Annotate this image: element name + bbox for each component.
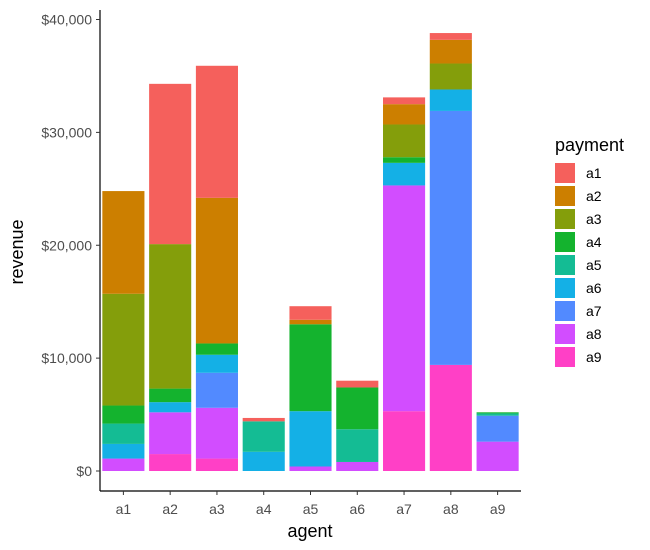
y-ticks: $0 $10,000 $20,000 $30,000 $40,000 [41, 12, 100, 479]
bar-a1-a8 [102, 458, 145, 471]
legend: payment a1 a2 a3 a4 a5 a6 a7 a8 a9 [555, 135, 624, 367]
bar-a1-a3 [102, 293, 145, 406]
bar-a3-a6 [195, 354, 238, 373]
bar-a7-a4 [383, 157, 426, 163]
x-tick-label: a2 [162, 501, 178, 517]
y-axis-title: revenue [7, 219, 27, 284]
legend-key-a7 [555, 301, 575, 321]
x-tick-label: a5 [303, 501, 319, 517]
legend-label-a2: a2 [586, 188, 602, 204]
bar-a3-a2 [195, 197, 238, 344]
bar-a5-a6 [289, 411, 332, 467]
bar-a9-a4 [476, 412, 519, 414]
bar-a8-a7 [429, 110, 472, 365]
bar-a4-a1 [242, 417, 285, 422]
bar-a1-a4 [102, 405, 145, 424]
y-tick-label: $20,000 [41, 237, 92, 253]
bar-a9-a8 [476, 441, 519, 471]
legend-label-a5: a5 [586, 257, 602, 273]
bar-a2-a9 [149, 454, 192, 471]
bar-a4-a6 [242, 451, 285, 471]
bar-a1-a6 [102, 443, 145, 459]
legend-label-a4: a4 [586, 234, 602, 250]
bar-a3-a4 [195, 343, 238, 355]
y-tick-label: $30,000 [41, 124, 92, 140]
bar-a8-a9 [429, 364, 472, 471]
bar-a7-a9 [383, 411, 426, 471]
bar-a2-a4 [149, 388, 192, 403]
bar-a7-a1 [383, 97, 426, 105]
x-tick-label: a3 [209, 501, 225, 517]
bar-a2-a3 [149, 244, 192, 389]
legend-key-a1 [555, 163, 575, 183]
bar-a1-a2 [102, 191, 145, 294]
legend-label-a3: a3 [586, 211, 602, 227]
legend-key-a8 [555, 324, 575, 344]
legend-title: payment [555, 135, 624, 155]
bar-a3-a7 [195, 372, 238, 408]
legend-key-a5 [555, 255, 575, 275]
y-tick-label: $0 [76, 463, 92, 479]
bar-a7-a6 [383, 162, 426, 186]
legend-key-a4 [555, 232, 575, 252]
bar-a3-a1 [195, 65, 238, 198]
legend-key-a2 [555, 186, 575, 206]
legend-label-a8: a8 [586, 326, 602, 342]
bar-a5-a1 [289, 306, 332, 320]
bar-a9-a7 [476, 415, 519, 442]
bar-a8-a1 [429, 33, 472, 40]
bar-a3-a8 [195, 407, 238, 459]
x-tick-label: a8 [443, 501, 459, 517]
bar-a2-a1 [149, 83, 192, 245]
x-tick-label: a4 [256, 501, 272, 517]
bar-a6-a8 [336, 461, 379, 471]
bar-a8-a3 [429, 63, 472, 90]
bar-a9-a5 [476, 413, 519, 416]
bar-a1-a5 [102, 423, 145, 444]
legend-label-a9: a9 [586, 349, 602, 365]
bar-a2-a8 [149, 412, 192, 455]
bar-a5-a8 [289, 466, 332, 471]
bar-a6-a1 [336, 380, 379, 388]
bars-layer [102, 33, 519, 471]
y-tick-label: $40,000 [41, 12, 92, 28]
legend-label-a6: a6 [586, 280, 602, 296]
legend-key-a9 [555, 347, 575, 367]
bar-a6-a5 [336, 429, 379, 462]
bar-a2-a6 [149, 402, 192, 413]
bar-a8-a6 [429, 89, 472, 111]
bar-a5-a4 [289, 324, 332, 412]
bar-a8-a2 [429, 39, 472, 64]
x-axis-title: agent [287, 521, 332, 541]
bar-a4-a5 [242, 421, 285, 452]
x-tick-label: a6 [349, 501, 365, 517]
bar-a7-a8 [383, 185, 426, 412]
x-tick-label: a9 [490, 501, 506, 517]
bar-a5-a2 [289, 319, 332, 325]
bar-a7-a2 [383, 104, 426, 125]
bar-a3-a9 [195, 458, 238, 471]
legend-key-a3 [555, 209, 575, 229]
x-tick-label: a1 [116, 501, 132, 517]
y-tick-label: $10,000 [41, 350, 92, 366]
legend-label-a7: a7 [586, 303, 602, 319]
bar-a7-a3 [383, 124, 426, 158]
legend-label-a1: a1 [586, 165, 602, 181]
legend-key-a6 [555, 278, 575, 298]
bar-a6-a4 [336, 387, 379, 430]
x-tick-label: a7 [396, 501, 412, 517]
x-ticks: a1 a2 a3 a4 a5 a6 a7 a8 a9 [116, 491, 506, 517]
